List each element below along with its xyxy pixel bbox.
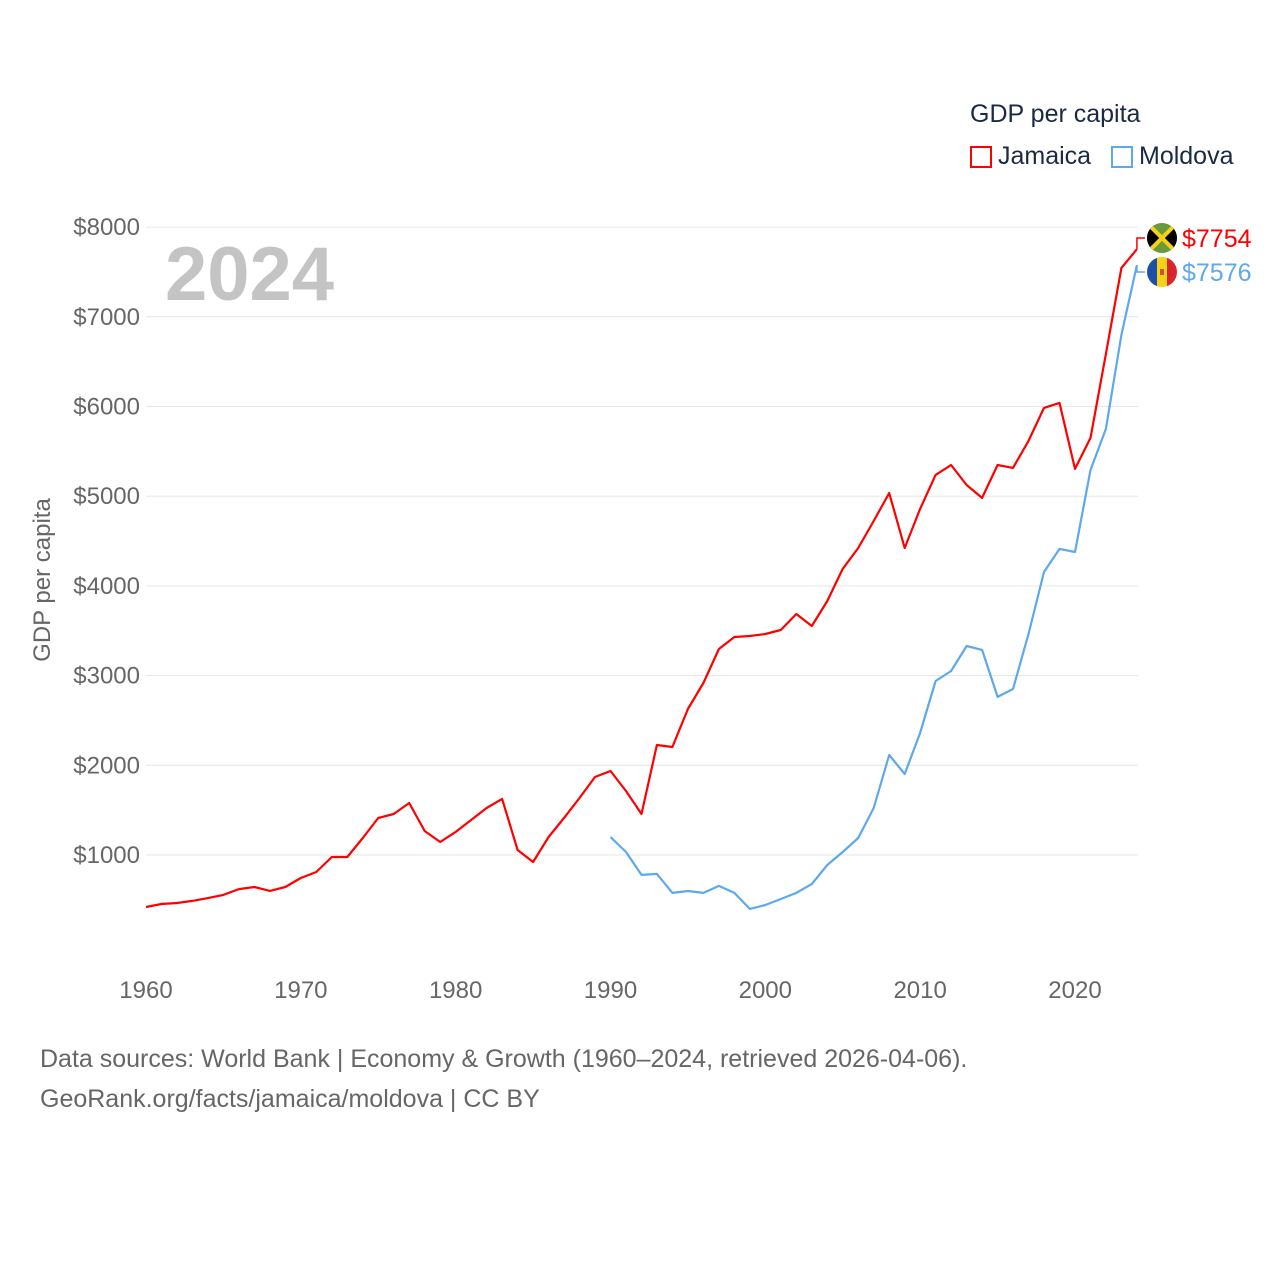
end-value-label: $7576 xyxy=(1182,259,1252,287)
y-tick-label: $6000 xyxy=(73,394,140,421)
x-tick-label: 2010 xyxy=(893,977,946,1004)
legend-item-moldova[interactable]: Moldova xyxy=(1111,142,1234,171)
x-tick-label: 1970 xyxy=(274,977,327,1004)
label-connector xyxy=(1136,237,1145,250)
x-tick-label: 1960 xyxy=(119,977,172,1004)
legend-item-jamaica[interactable]: Jamaica xyxy=(970,142,1091,171)
series-line-moldova xyxy=(609,264,1138,911)
x-tick-label: 1990 xyxy=(584,977,637,1004)
series-line-jamaica xyxy=(145,248,1138,909)
x-tick-label: 2020 xyxy=(1048,977,1101,1004)
x-tick-label: 1980 xyxy=(429,977,482,1004)
legend-swatch xyxy=(1111,145,1133,168)
legend-label: Jamaica xyxy=(998,142,1092,170)
y-tick-label: $5000 xyxy=(73,483,140,510)
x-tick-label: 2000 xyxy=(739,977,792,1004)
legend-label: Moldova xyxy=(1139,142,1234,170)
year-watermark: 2024 xyxy=(165,232,334,317)
footer-sources: Data sources: World Bank | Economy & Gro… xyxy=(40,1045,968,1073)
end-value-label: $7754 xyxy=(1182,225,1252,253)
y-axis-label: GDP per capita xyxy=(29,498,56,662)
y-tick-label: $7000 xyxy=(73,304,140,331)
y-tick-label: $2000 xyxy=(73,752,140,779)
y-tick-label: $1000 xyxy=(73,842,140,869)
y-tick-label: $3000 xyxy=(73,663,140,690)
moldova-flag-icon xyxy=(1147,257,1177,287)
jamaica-flag-icon xyxy=(1147,223,1177,253)
label-connector xyxy=(1136,265,1145,273)
legend-title: GDP per capita xyxy=(970,100,1141,128)
legend-swatch xyxy=(970,145,992,168)
footer-link[interactable]: GeoRank.org/facts/jamaica/moldova | CC B… xyxy=(40,1085,540,1113)
y-tick-label: $4000 xyxy=(73,573,140,600)
y-tick-label: $8000 xyxy=(73,214,140,241)
